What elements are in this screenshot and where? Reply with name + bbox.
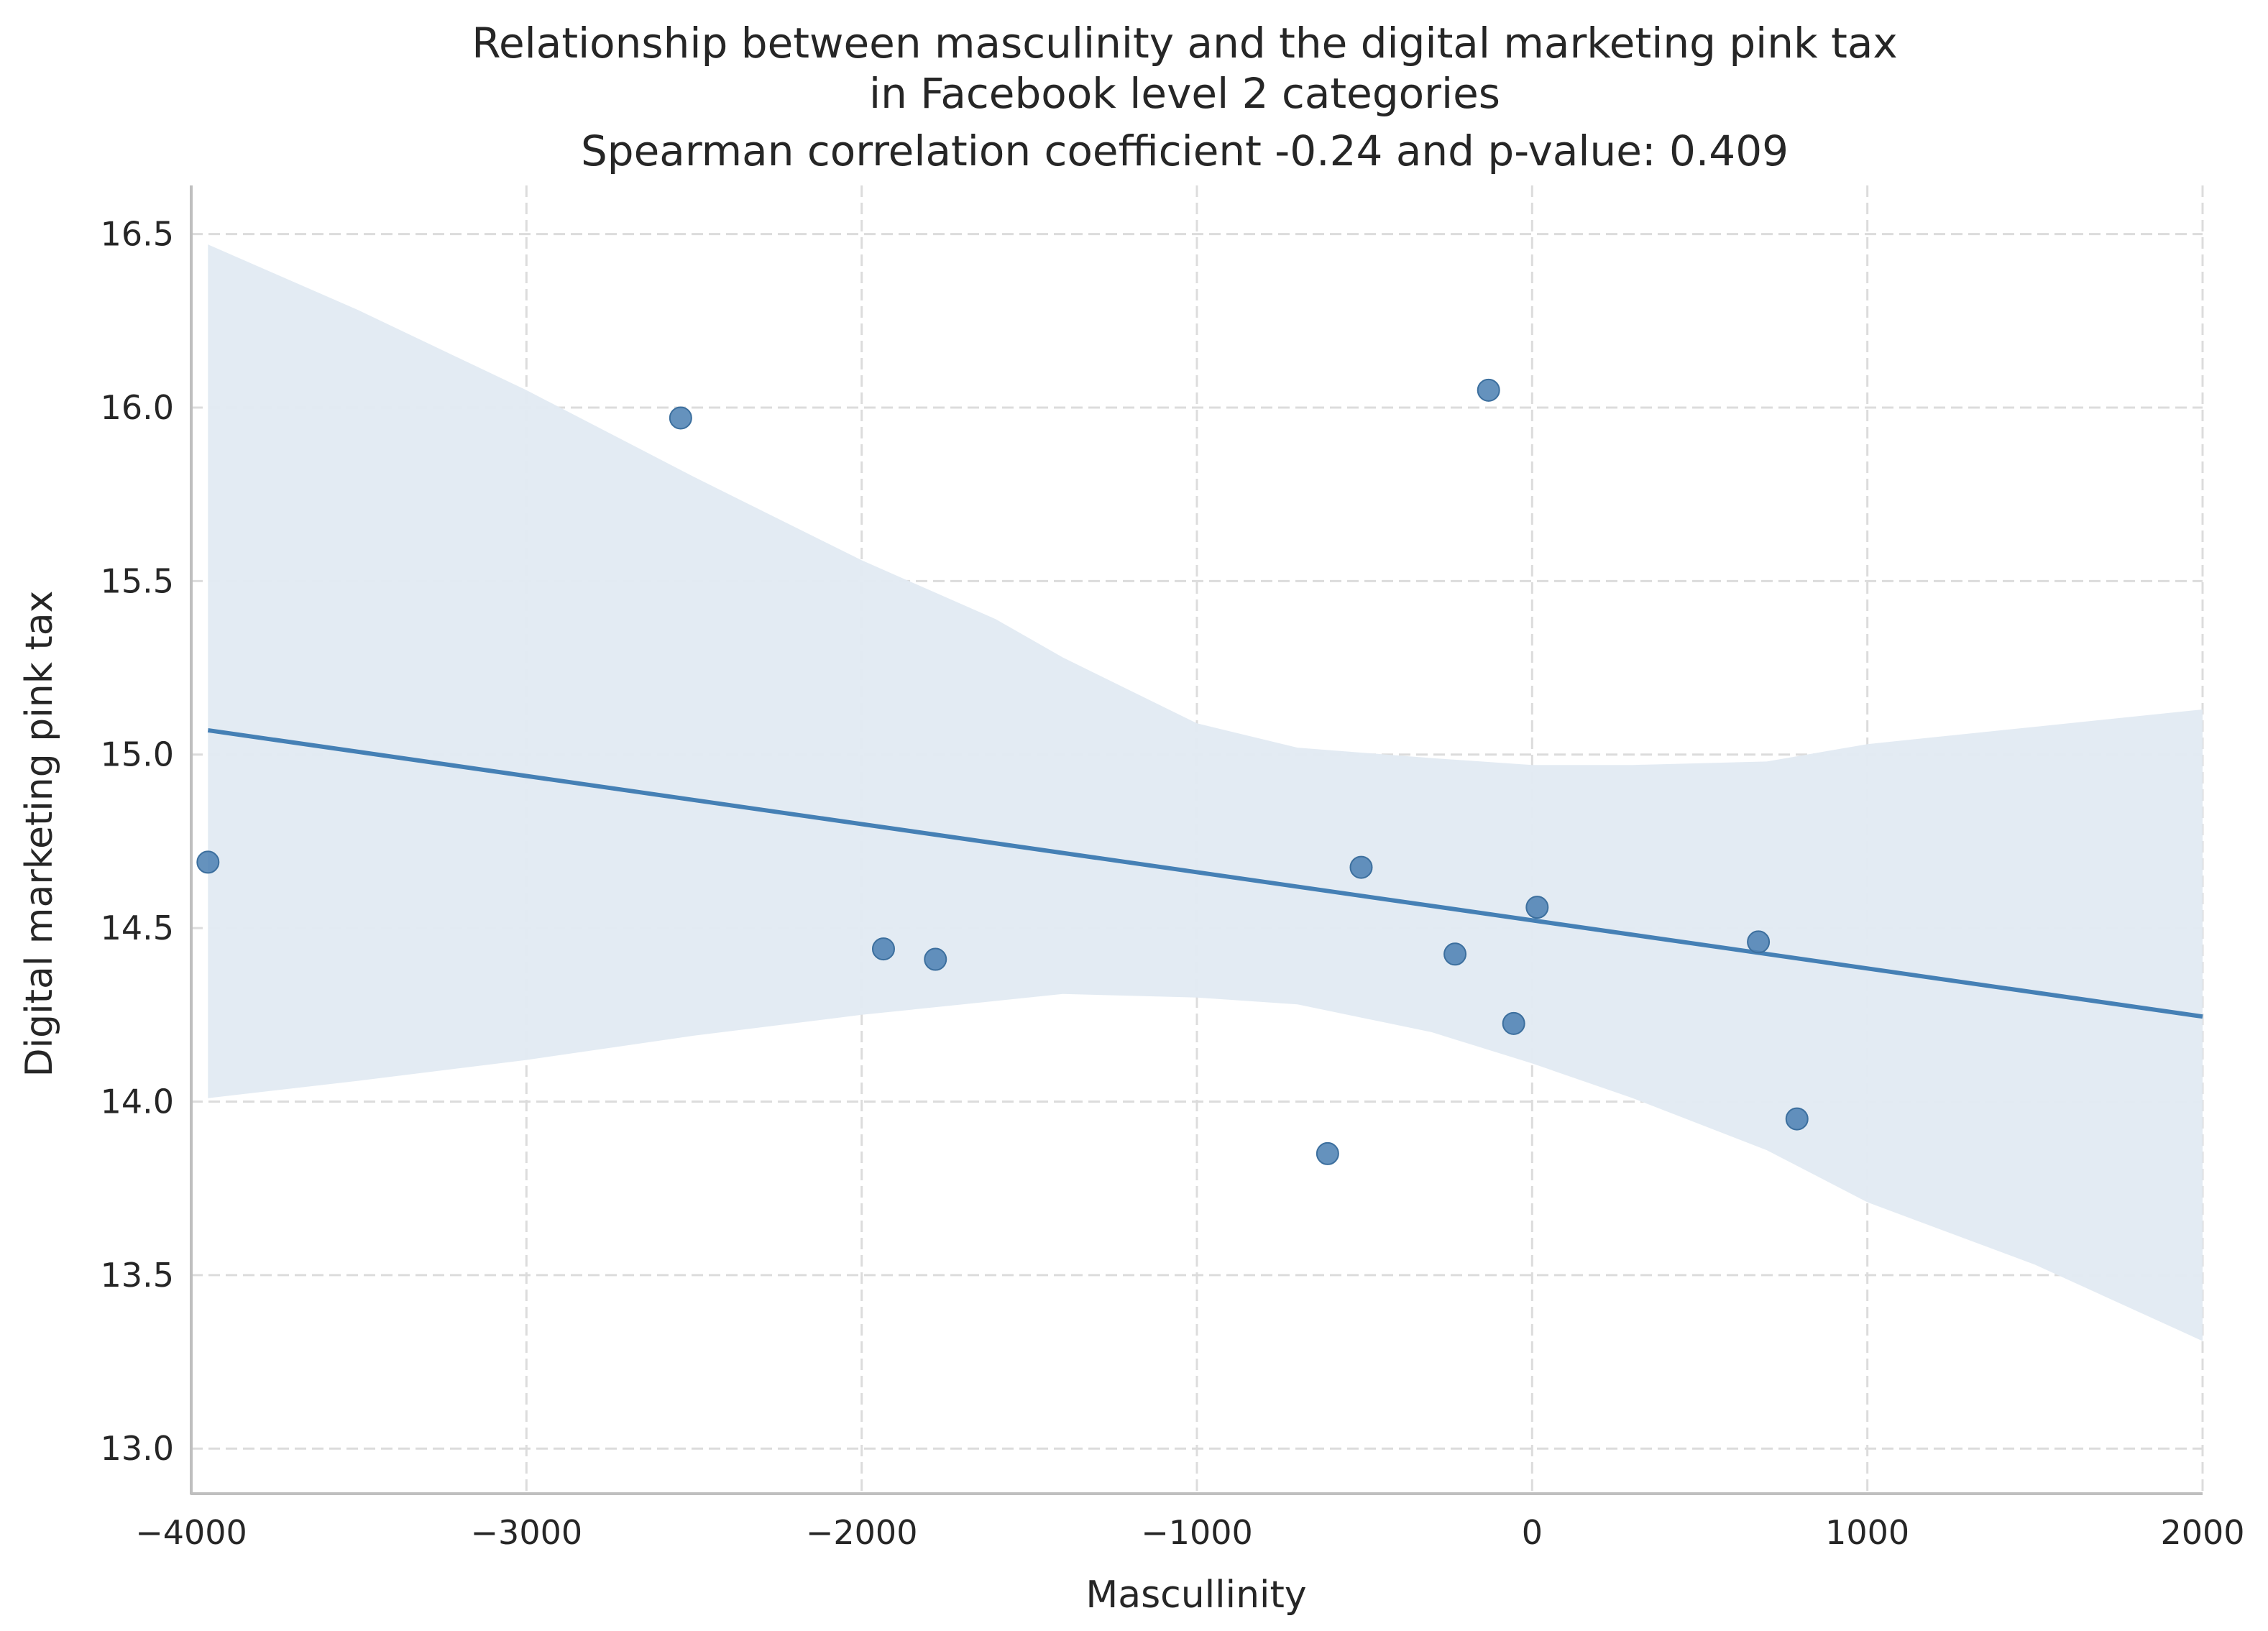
x-tick-label: 2000 (2160, 1513, 2244, 1552)
chart-title-line-3: Spearman correlation coefficient -0.24 a… (581, 127, 1789, 175)
data-point (871, 937, 895, 961)
data-point (1477, 378, 1500, 402)
data-point (1316, 1141, 1339, 1165)
data-point (1525, 896, 1549, 919)
x-tick-label: 1000 (1825, 1513, 1909, 1552)
data-points (196, 378, 1809, 1165)
chart-title: Relationship between masculinity and the… (472, 19, 1897, 175)
data-point (924, 947, 947, 971)
y-axis-ticks: 13.0 13.5 14.0 14.5 15.0 15.5 16.0 16.5 (101, 215, 174, 1469)
x-tick-label: −1000 (1141, 1513, 1253, 1552)
x-tick-label: −4000 (135, 1513, 247, 1552)
chart-title-line-2: in Facebook level 2 categories (869, 69, 1500, 118)
data-point (1747, 930, 1771, 954)
y-tick-label: 16.5 (101, 215, 174, 254)
y-tick-label: 13.0 (101, 1429, 174, 1468)
x-tick-label: −2000 (806, 1513, 918, 1552)
data-point (1349, 855, 1373, 879)
y-tick-label: 13.5 (101, 1256, 174, 1295)
confidence-band (208, 244, 2203, 1341)
data-point (1785, 1107, 1809, 1131)
y-axis-label: Digital marketing pink tax (18, 591, 61, 1078)
x-axis-ticks: −4000 −3000 −2000 −1000 0 1000 2000 (135, 1513, 2244, 1552)
data-point (1502, 1011, 1525, 1035)
y-tick-label: 14.0 (101, 1082, 174, 1121)
axis-spines (190, 185, 2203, 1495)
y-tick-label: 15.5 (101, 561, 174, 600)
data-point (669, 406, 692, 430)
regression-line-layer (207, 727, 2203, 1019)
data-point (196, 850, 220, 874)
data-point (1443, 942, 1467, 966)
x-tick-label: −3000 (471, 1513, 583, 1552)
y-tick-label: 15.0 (101, 735, 174, 774)
regression-line (207, 727, 2203, 1019)
chart-title-line-1: Relationship between masculinity and the… (472, 19, 1897, 68)
y-tick-label: 16.0 (101, 388, 174, 427)
confidence-band-layer (208, 244, 2203, 1341)
x-tick-label: 0 (1522, 1513, 1543, 1552)
x-axis-label: Mascullinity (1085, 1573, 1306, 1617)
y-tick-label: 14.5 (101, 909, 174, 947)
